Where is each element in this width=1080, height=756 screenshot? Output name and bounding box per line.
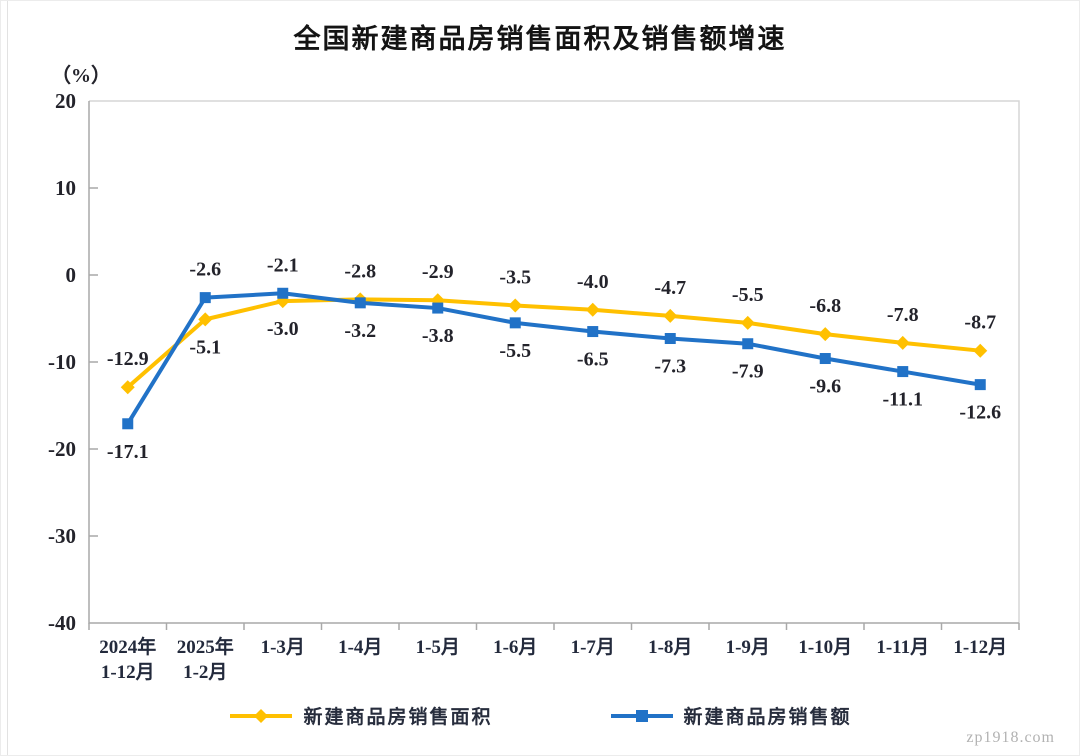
legend-label-sales-amount: 新建商品房销售额 (683, 707, 852, 728)
x-axis-category-label: 1-9月 (726, 637, 770, 658)
chart-legend: 新建商品房销售面积 新建商品房销售额 (1, 702, 1079, 729)
data-point-marker (198, 312, 213, 327)
data-point-marker (122, 418, 134, 430)
y-axis-tick-label: -10 (48, 350, 76, 374)
chart-title: 全国新建商品房销售面积及销售额增速 (293, 24, 787, 54)
data-point-marker (818, 327, 833, 342)
data-point-marker (432, 302, 444, 314)
data-label: -2.6 (189, 259, 221, 281)
x-axis-category-label: 2024年 1-12月 (99, 635, 156, 683)
x-axis-category-label: 1-8月 (648, 637, 692, 658)
data-label: -2.1 (267, 254, 299, 276)
data-point-marker (587, 326, 599, 338)
x-axis-category-label: 1-7月 (571, 637, 615, 658)
legend-swatch-sales-amount (610, 709, 673, 722)
data-point-marker (509, 317, 521, 329)
data-label: -12.6 (959, 402, 1001, 424)
data-point-marker (742, 338, 754, 350)
data-label: -3.2 (344, 320, 376, 342)
x-axis-category-label: 1-4月 (338, 637, 382, 658)
data-label: -5.5 (732, 284, 764, 306)
data-label: -17.1 (107, 441, 149, 463)
data-point-marker (973, 343, 988, 358)
data-label: -7.9 (732, 361, 764, 383)
data-point-marker (895, 335, 910, 350)
x-axis-category-label: 1-5月 (416, 637, 460, 658)
data-point-marker (277, 287, 289, 299)
y-axis-tick-label: -30 (48, 524, 76, 548)
y-axis-tick-label: 0 (66, 263, 77, 287)
series-line-0 (125, 297, 983, 390)
data-label: -3.0 (267, 318, 299, 340)
x-axis-category-label: 1-12月 (953, 637, 1007, 658)
data-label: -7.8 (887, 304, 919, 326)
data-point-marker (354, 297, 366, 309)
data-label: -5.1 (189, 336, 221, 358)
data-label: -2.9 (422, 261, 454, 283)
data-point-marker (897, 366, 909, 378)
chart-canvas: 20 10 0 -10 -20 -30 -40 2024年 1-12月 2025年 1-2月 1-3月… (48, 89, 1020, 683)
x-axis-category-label: 1-6月 (493, 637, 537, 658)
data-point-marker (664, 333, 676, 345)
data-label: -9.6 (809, 376, 841, 398)
axis-lines (88, 101, 1019, 624)
series-line-1 (125, 291, 983, 426)
data-point-marker (974, 379, 986, 391)
data-label: -2.8 (344, 260, 376, 282)
y-axis-unit-label: （%） (51, 65, 111, 87)
legend-entry-sales-amount: 新建商品房销售额 (609, 702, 852, 729)
data-label: -4.0 (577, 271, 609, 293)
data-label: -7.3 (654, 356, 686, 378)
data-label: -12.9 (107, 348, 149, 370)
y-axis-tick-label: -20 (48, 437, 76, 461)
legend-swatch-sales-area (230, 708, 293, 723)
data-label: -8.7 (964, 312, 996, 334)
data-label: -4.7 (654, 277, 686, 299)
y-axis-tick-label: -40 (48, 611, 76, 635)
y-axis-tick-label: 10 (55, 176, 76, 200)
data-label: -11.1 (882, 389, 923, 411)
data-label: -6.8 (809, 295, 841, 317)
data-point-marker (120, 380, 135, 395)
data-label: -6.5 (577, 349, 609, 371)
legend-entry-sales-area: 新建商品房销售面积 (228, 702, 492, 729)
x-axis-category-label: 2025年 1-2月 (177, 635, 234, 683)
data-point-marker (663, 308, 678, 323)
data-point-marker (819, 353, 831, 365)
data-label: -3.8 (422, 325, 454, 347)
x-axis-category-label: 1-10月 (798, 637, 852, 658)
data-point-marker (199, 292, 211, 304)
x-axis-category-label: 1-3月 (261, 637, 305, 658)
y-axis-tick-label: 20 (55, 89, 76, 113)
x-axis-category-label: 1-11月 (876, 637, 929, 658)
data-point-marker (508, 298, 523, 313)
legend-label-sales-area: 新建商品房销售面积 (303, 707, 493, 728)
data-label: -5.5 (499, 340, 531, 362)
data-label: -3.5 (499, 266, 531, 288)
watermark-text: zp1918.com (966, 729, 1055, 746)
data-point-marker (740, 315, 755, 330)
data-point-marker (585, 302, 600, 317)
plot-border (89, 100, 1020, 623)
page-edge-line (7, 1, 8, 755)
